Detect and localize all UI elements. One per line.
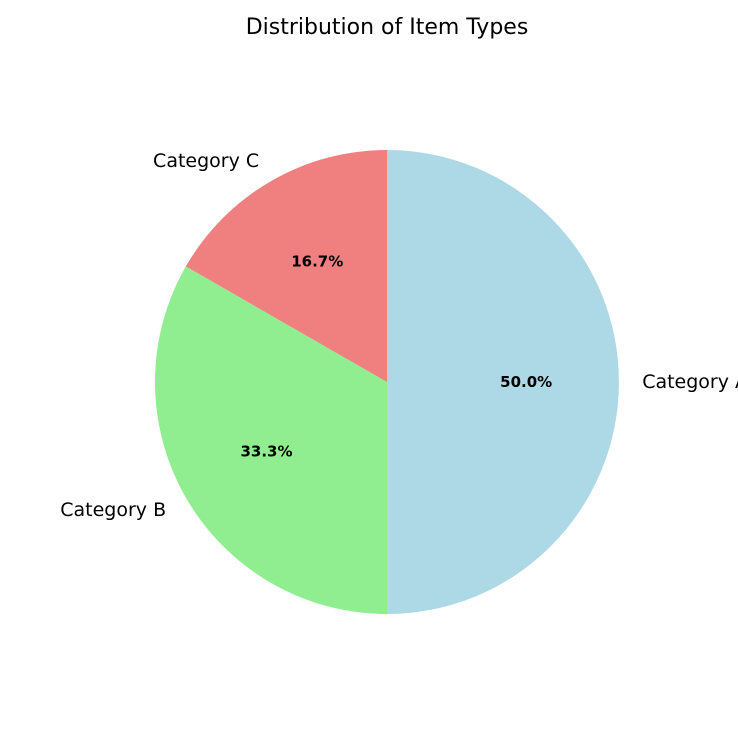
pie-category-label: Category C <box>153 150 259 172</box>
pie-category-label: Category B <box>60 499 166 521</box>
pie-percent-label: 33.3% <box>240 443 292 461</box>
pie-slice-category-a <box>387 150 619 614</box>
pie-slice-category-b <box>154 266 387 614</box>
pie-slice-category-c <box>185 150 387 382</box>
pie-percent-label: 50.0% <box>500 373 552 391</box>
pie-slices <box>154 150 619 614</box>
pie-category-label: Category A <box>642 371 738 393</box>
pie-labels: 50.0% Category A 33.3% Category B 16.7% Categ… <box>60 150 738 521</box>
pie-percent-label: 16.7% <box>291 253 343 271</box>
chart-title: Distribution of Item Types <box>246 15 529 40</box>
